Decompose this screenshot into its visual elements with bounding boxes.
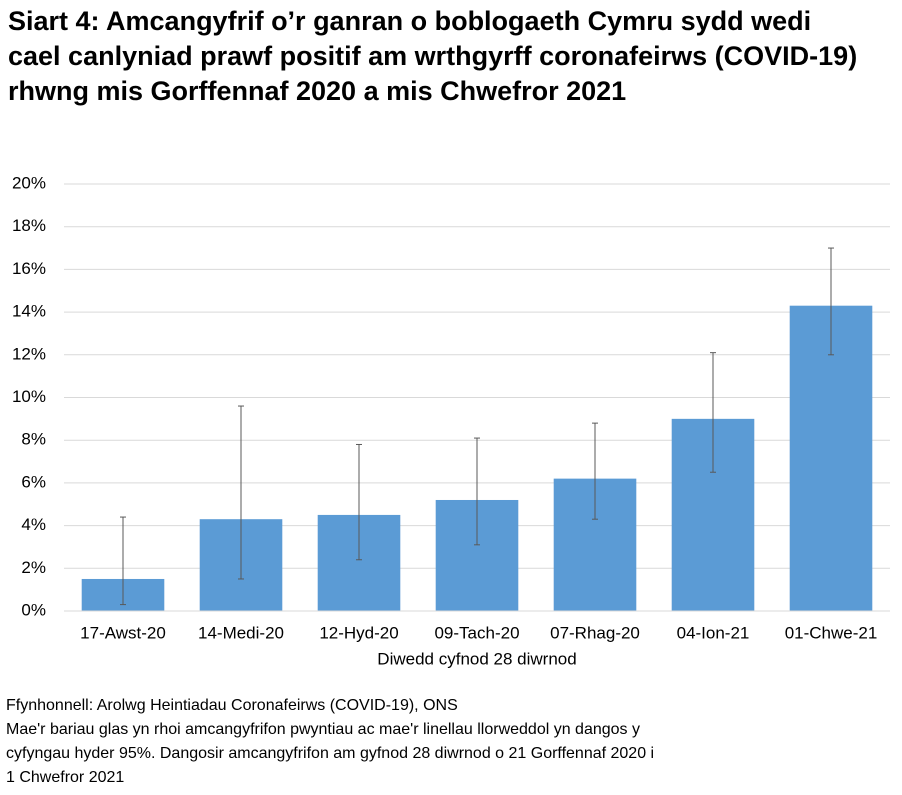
note-line: 1 Chwefror 2021 (6, 769, 125, 786)
source: Ffynhonnell: Arolwg Heintiadau Coronafei… (6, 697, 458, 714)
x-tick-label: 12-Hyd-20 (319, 623, 398, 642)
x-tick-label: 01-Chwe-21 (785, 623, 878, 642)
y-tick-label: 10% (12, 387, 46, 406)
x-tick-label: 07-Rhag-20 (550, 623, 640, 642)
x-tick-label: 17-Awst-20 (80, 623, 166, 642)
x-tick-label: 14-Medi-20 (198, 623, 284, 642)
x-tick-label: 09-Tach-20 (434, 623, 519, 642)
y-tick-label: 18% (12, 216, 46, 235)
y-tick-label: 16% (12, 259, 46, 278)
chart-title: Siart 4: Amcangyfrif o’r ganran o boblog… (8, 6, 858, 106)
bar (789, 305, 873, 611)
y-tick-label: 0% (21, 600, 46, 619)
x-axis-title: Diwedd cyfnod 28 diwrnod (377, 649, 576, 668)
y-tick-label: 4% (21, 515, 46, 534)
note-line: Mae'r bariau glas yn rhoi amcangyfrifon … (6, 721, 640, 738)
x-tick-label: 04-Ion-21 (677, 623, 750, 642)
y-tick-label: 8% (21, 430, 46, 449)
y-tick-label: 20% (12, 173, 46, 192)
footer: Ffynhonnell: Arolwg Heintiadau Coronafei… (6, 694, 654, 790)
y-tick-label: 14% (12, 302, 46, 321)
chart: 0% 2% 4% 6% 8% 10% 12% 14% 16% 18% 20% 17-Awst-20 14… (12, 173, 890, 668)
note-line: cyfyngau hyder 95%. Dangosir amcangyfrif… (6, 745, 655, 762)
y-tick-label: 12% (12, 344, 46, 363)
y-tick-label: 6% (21, 472, 46, 491)
y-tick-label: 2% (21, 558, 46, 577)
